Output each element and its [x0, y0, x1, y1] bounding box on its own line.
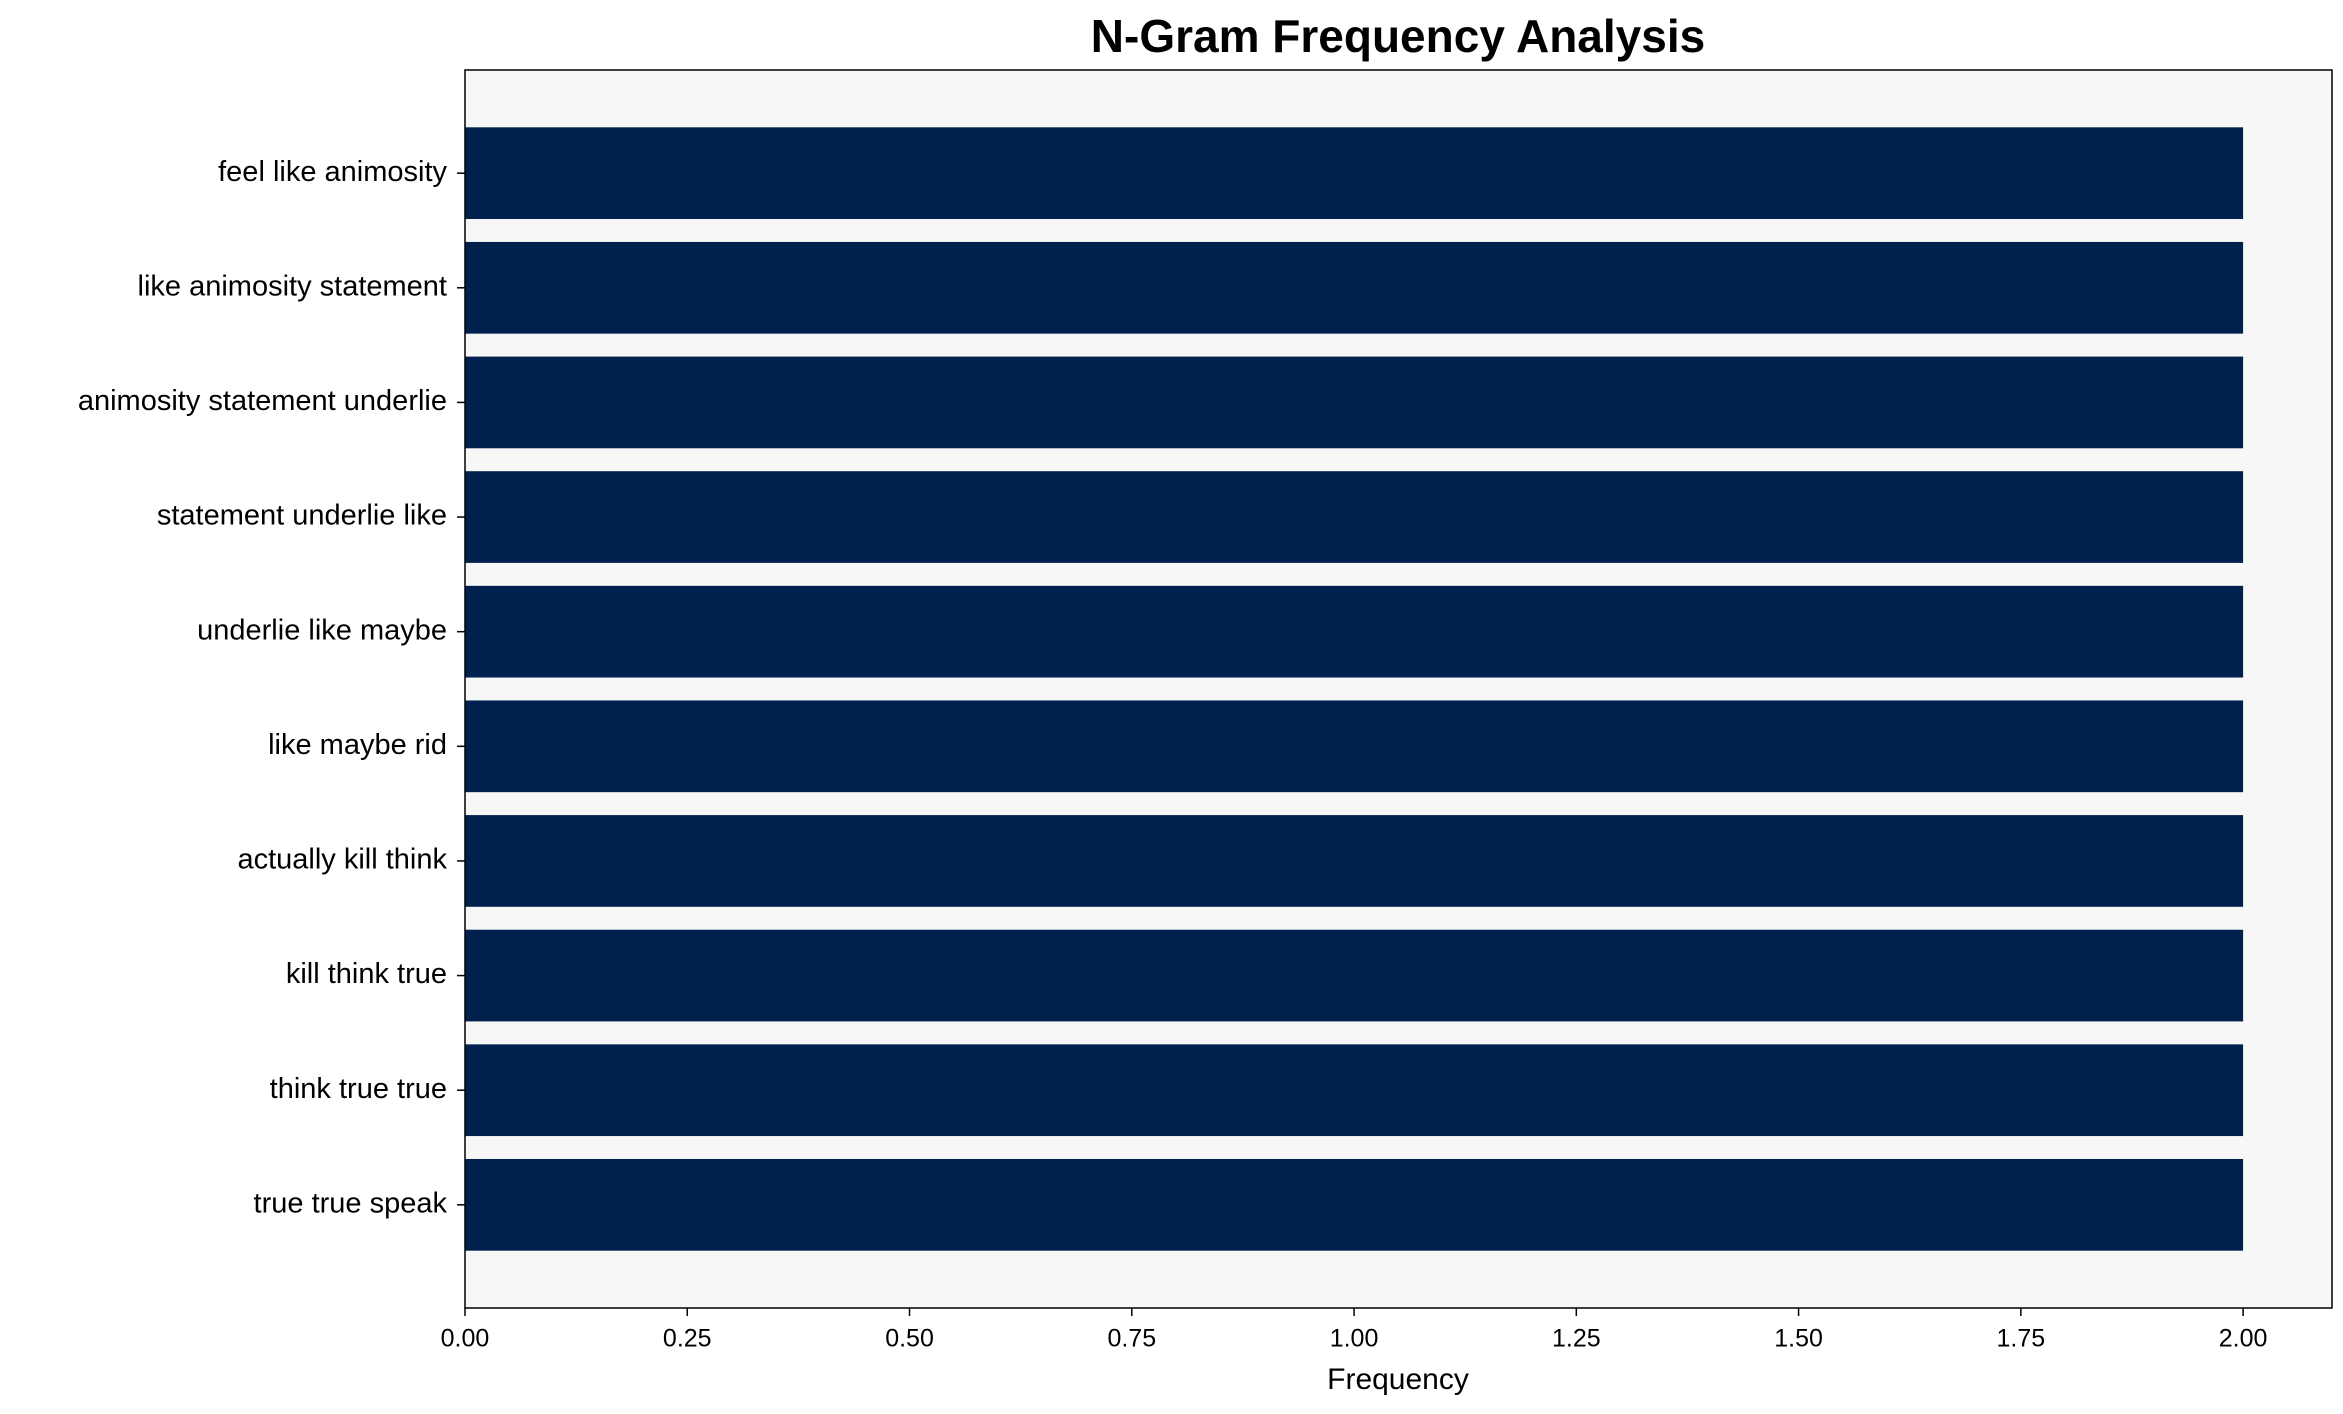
x-tick-label: 0.50	[885, 1325, 934, 1353]
y-tick-label: feel like animosity	[218, 156, 447, 188]
x-axis-label: Frequency	[1327, 1363, 1469, 1396]
bar	[465, 1044, 2244, 1137]
y-tick-label: actually kill think	[237, 844, 447, 876]
x-tick-label: 0.25	[663, 1325, 712, 1353]
y-tick-label: statement underlie like	[157, 500, 447, 532]
x-tick-label: 1.00	[1330, 1325, 1379, 1353]
bar	[465, 356, 2244, 449]
plot-frame	[464, 69, 2333, 1309]
y-tick-label: underlie like maybe	[197, 614, 447, 646]
bar	[465, 241, 2244, 334]
bar	[465, 700, 2244, 793]
y-tick-label: true true speak	[254, 1187, 448, 1219]
x-tick-label: 1.75	[1996, 1325, 2045, 1353]
y-tick-label: kill think true	[286, 958, 447, 990]
bar	[465, 471, 2244, 563]
bar	[465, 585, 2244, 678]
y-tick-label: like maybe rid	[268, 729, 447, 761]
y-tick-label: like animosity statement	[138, 270, 447, 302]
x-tick-label: 0.75	[1107, 1325, 1156, 1353]
y-tick-label: think true true	[270, 1073, 447, 1105]
x-tick-label: 2.00	[2219, 1325, 2268, 1353]
chart-title: N-Gram Frequency Analysis	[1091, 10, 1705, 62]
x-tick-label: 1.50	[1774, 1325, 1823, 1353]
bar	[465, 127, 2244, 220]
y-tick-label: animosity statement underlie	[78, 385, 447, 417]
bar	[465, 1158, 2244, 1251]
bar	[465, 815, 2244, 907]
x-tick-label: 1.25	[1552, 1325, 1601, 1353]
x-tick-label: 0.00	[441, 1325, 490, 1353]
bar	[465, 929, 2244, 1022]
